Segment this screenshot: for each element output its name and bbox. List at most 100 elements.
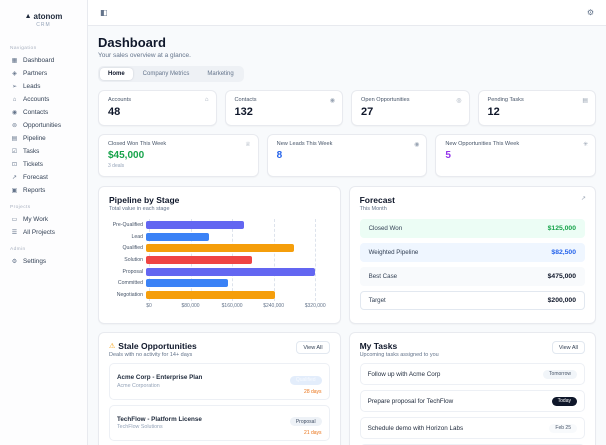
sidebar-item[interactable]: ➢ Leads xyxy=(8,80,79,93)
logo-subtext: CRM xyxy=(36,22,51,28)
kpi-value: 48 xyxy=(108,106,121,118)
sidebar-item[interactable]: ▤ Pipeline xyxy=(8,132,79,145)
nav-section: Projects ▭ My Work ☰ All Projects xyxy=(8,205,79,239)
task-item[interactable]: Schedule demo with Horizon Labs Feb 25 xyxy=(359,417,585,439)
bar xyxy=(146,220,244,229)
week-stat-sub: 3 deals xyxy=(108,163,125,169)
y-axis-label: Lead xyxy=(131,233,143,240)
sidebar-toggle-icon[interactable]: ◧ xyxy=(100,8,108,17)
settings-icon: ⚙ xyxy=(11,259,18,265)
tab[interactable]: Company Metrics xyxy=(142,71,190,77)
sidebar-item[interactable]: ▣ Reports xyxy=(8,184,79,197)
dashboard-content: Dashboard Your sales overview at a glanc… xyxy=(88,26,606,445)
week-stat-label: New Opportunities This Week xyxy=(445,141,520,147)
nav-section: Navigation ▦ Dashboard ◈ Partners xyxy=(8,46,79,197)
stale-opportunity-item[interactable]: Acme Corp - Enterprise Plan Acme Corpora… xyxy=(109,363,330,400)
week-stat-card: New Opportunities This Week 5 ✳ xyxy=(435,134,596,177)
forecast-subtitle: This Month xyxy=(359,206,387,212)
stage-badge: Qualified xyxy=(289,375,322,385)
x-axis-tick: $0 xyxy=(146,302,152,309)
topbar: ◧ ⚙ xyxy=(88,0,606,26)
tasks-view-all-button[interactable]: View All xyxy=(551,341,585,354)
nav-section-label: Projects xyxy=(10,205,31,210)
sidebar-item[interactable]: ▭ My Work xyxy=(8,213,79,226)
accounts-icon: ⌂ xyxy=(12,96,17,103)
sidebar-item[interactable]: ☑ Tasks xyxy=(8,145,79,158)
sidebar-item[interactable]: ⊡ Tickets xyxy=(8,158,79,171)
sidebar-item-label: Leads xyxy=(23,83,41,90)
sidebar: ▲ atonom CRM Navigation ▦ Dashboard xyxy=(0,0,88,445)
logo-icon: ▲ xyxy=(24,13,32,20)
week-stat-value: $45,000 xyxy=(108,150,145,161)
charts-row: Pipeline by Stage Total value in each st… xyxy=(98,186,596,324)
main-area: ◧ ⚙ Dashboard Your sales overview at a g… xyxy=(88,0,606,445)
forecast-row-label: Best Case xyxy=(368,273,398,280)
forecast-row: Best Case $475,000 xyxy=(359,267,585,286)
tab[interactable]: Home xyxy=(100,68,133,80)
task-item[interactable]: Follow up with Acme Corp Tomorrow xyxy=(359,363,585,385)
week-stat-value: 5 xyxy=(445,150,451,161)
kpi-card: Contacts 132 ◉ xyxy=(224,90,343,126)
y-axis-label: Pre-Qualified xyxy=(112,221,143,228)
forecast-row-label: Closed Won xyxy=(368,225,403,232)
kpi-card: Accounts 48 ⌂ xyxy=(98,90,217,126)
sidebar-item[interactable]: ◉ Contacts xyxy=(8,106,79,119)
kpi-card: Open Opportunities 27 ◎ xyxy=(351,90,470,126)
sidebar-item[interactable]: ⊚ Opportunities xyxy=(8,119,79,132)
sidebar-item-label: Contacts xyxy=(23,109,49,116)
my-work-icon: ▭ xyxy=(11,217,18,223)
dashboard-tabs: Home Company Metrics Marketing xyxy=(98,66,244,82)
chart-row: Solution xyxy=(109,254,330,266)
y-axis-label: Committed xyxy=(117,280,143,287)
kpi-label: Open Opportunities xyxy=(361,97,410,103)
stale-subtitle: Deals with no activity for 14+ days xyxy=(109,352,193,358)
stale-opportunity-item[interactable]: TechFlow - Platform License TechFlow Sol… xyxy=(109,404,330,441)
week-stat-value: 8 xyxy=(276,150,283,161)
sidebar-item-label: All Projects xyxy=(23,229,55,236)
sparkles-icon: ✳ xyxy=(582,142,588,148)
days-stale: 28 days xyxy=(304,388,322,395)
opportunity-company: TechFlow Solutions xyxy=(117,424,163,430)
sidebar-item[interactable]: ⌂ Accounts xyxy=(8,93,79,106)
sidebar-item[interactable]: ☰ All Projects xyxy=(8,226,79,239)
y-axis-label: Qualified xyxy=(122,245,143,252)
bar-track xyxy=(146,220,326,229)
y-axis-label: Negotiation xyxy=(116,291,143,298)
page-title: Dashboard xyxy=(98,35,166,50)
x-axis-tick: $160,000 xyxy=(221,302,243,309)
target-icon: ◎ xyxy=(456,98,462,104)
kpi-label: Accounts xyxy=(108,97,132,103)
sidebar-item-label: Tasks xyxy=(23,148,40,155)
sidebar-item-label: Tickets xyxy=(23,161,44,168)
stale-list: Acme Corp - Enterprise Plan Acme Corpora… xyxy=(109,363,330,445)
sidebar-item-label: Settings xyxy=(23,258,47,265)
sidebar-item-label: Accounts xyxy=(23,96,50,103)
bar-chart: Pre-Qualified Lead xyxy=(109,219,330,311)
task-item[interactable]: Prepare proposal for TechFlow Today xyxy=(359,390,585,412)
sidebar-item[interactable]: ⚙ Settings xyxy=(8,255,79,268)
week-stat-label: New Leads This Week xyxy=(276,141,333,147)
forecast-row-value: $200,000 xyxy=(547,297,576,304)
forecast-rows: Closed Won $125,000 Weighted Pipeline $8… xyxy=(359,219,585,310)
nav-section: Admin ⚙ Settings xyxy=(8,247,79,268)
bar xyxy=(146,267,315,276)
week-stat-sub xyxy=(445,163,586,168)
gear-icon[interactable]: ⚙ xyxy=(586,8,594,17)
forecast-row-label: Weighted Pipeline xyxy=(368,249,419,256)
sidebar-item[interactable]: ↗ Forecast xyxy=(8,171,79,184)
tab[interactable]: Marketing xyxy=(207,71,234,77)
sidebar-item[interactable]: ▦ Dashboard xyxy=(8,54,79,67)
days-stale: 21 days xyxy=(304,430,322,436)
opportunity-name: TechFlow - Platform License xyxy=(117,415,202,423)
kpi-card: Pending Tasks 12 ▤ xyxy=(477,90,596,126)
sidebar-item[interactable]: ◈ Partners xyxy=(8,67,79,80)
task-name: Schedule demo with Horizon Labs xyxy=(367,424,464,432)
kpi-value: 27 xyxy=(361,106,374,118)
stale-opportunities-card: ⚠ Stale Opportunities Deals with no acti… xyxy=(98,332,341,445)
task-due-badge: Feb 25 xyxy=(549,423,577,433)
tasks-list: Follow up with Acme Corp Tomorrow Prepar… xyxy=(359,363,585,445)
forecast-card: Forecast This Month ↗ Closed Won $125,00… xyxy=(348,186,596,324)
sidebar-item-label: Reports xyxy=(23,187,46,194)
stale-view-all-button[interactable]: View All xyxy=(296,341,330,354)
week-stats-row: Closed Won This Week $45,000 3 deals ♕ N… xyxy=(98,134,596,177)
